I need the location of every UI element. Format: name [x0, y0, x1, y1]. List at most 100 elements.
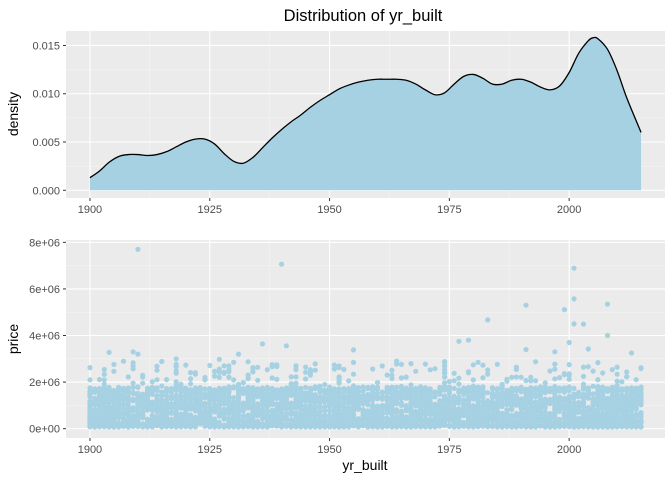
scatter-point	[269, 396, 275, 402]
scatter-point	[470, 385, 476, 391]
scatter-point	[561, 307, 568, 313]
scatter-point	[322, 417, 328, 423]
scatter-point	[303, 384, 309, 390]
scatter-point	[504, 400, 510, 406]
scatter-point	[442, 413, 448, 419]
scatter-point	[509, 412, 515, 418]
scatter-point	[322, 398, 328, 404]
scatter-point	[576, 409, 582, 415]
scatter-point	[461, 387, 467, 393]
scatter-y-tick-label: 6e+06	[29, 284, 60, 296]
scatter-point	[427, 419, 433, 425]
scatter-point	[590, 383, 596, 389]
scatter-point	[499, 381, 505, 387]
scatter-point	[96, 392, 103, 398]
scatter-point	[633, 405, 639, 411]
scatter-point	[389, 385, 395, 391]
scatter-point	[360, 401, 366, 407]
scatter-point	[552, 422, 558, 428]
scatter-point	[552, 361, 558, 367]
scatter-point	[590, 422, 596, 428]
scatter-point	[264, 387, 270, 393]
scatter-point	[92, 401, 98, 407]
scatter-point	[120, 358, 127, 364]
scatter-point	[604, 332, 611, 339]
scatter-point	[475, 423, 481, 429]
scatter-point	[513, 366, 520, 372]
scatter-point	[111, 394, 117, 400]
scatter-point	[298, 402, 304, 408]
scatter-point	[235, 401, 242, 408]
scatter-point	[533, 405, 539, 411]
scatter-point	[240, 386, 246, 392]
density-y-axis-title: density	[5, 92, 21, 136]
scatter-point	[513, 424, 520, 430]
scatter-point	[465, 414, 472, 420]
scatter-point	[135, 246, 141, 252]
scatter-point	[389, 411, 395, 417]
scatter-point	[442, 402, 448, 408]
scatter-point	[557, 388, 563, 394]
scatter-point	[470, 362, 476, 368]
scatter-point	[408, 361, 414, 367]
scatter-point	[322, 387, 328, 393]
scatter-point	[394, 393, 400, 400]
scatter-point	[226, 415, 232, 421]
scatter-point	[279, 386, 285, 392]
scatter-point	[188, 401, 194, 407]
scatter-point	[322, 404, 328, 410]
scatter-point	[442, 409, 448, 415]
scatter-point	[341, 396, 347, 402]
scatter-point	[398, 420, 404, 426]
scatter-point	[557, 408, 563, 414]
scatter-point	[580, 395, 587, 402]
scatter-point	[350, 422, 357, 428]
scatter-point	[87, 420, 93, 426]
scatter-point	[604, 424, 611, 430]
scatter-point	[384, 418, 390, 424]
scatter-point	[144, 385, 151, 391]
scatter-point	[571, 265, 577, 271]
scatter-point	[106, 349, 112, 355]
scatter-point	[537, 384, 544, 390]
scatter-point	[465, 337, 472, 343]
scatter-point	[154, 367, 160, 373]
scatter-point	[264, 423, 270, 429]
scatter-point	[279, 409, 285, 415]
scatter-point	[446, 378, 452, 385]
scatter-point	[288, 411, 294, 417]
scatter-point	[101, 366, 107, 373]
scatter-point	[240, 405, 246, 411]
scatter-point	[432, 402, 438, 408]
scatter-point	[628, 392, 635, 398]
scatter-point	[432, 420, 438, 426]
scatter-point	[159, 392, 165, 399]
scatter-point	[446, 407, 452, 413]
scatter-point	[346, 396, 352, 402]
scatter-point	[173, 370, 179, 376]
scatter-point	[398, 375, 404, 381]
scatter-point	[331, 400, 337, 406]
scatter-point	[173, 361, 179, 367]
scatter-point	[398, 385, 404, 391]
scatter-point	[533, 414, 539, 420]
scatter-point	[298, 407, 304, 413]
scatter-point	[547, 412, 553, 418]
scatter-point	[322, 424, 328, 430]
scatter-point	[489, 392, 496, 398]
scatter-point	[413, 368, 419, 374]
scatter-point	[216, 374, 222, 380]
scatter-point	[509, 374, 515, 380]
scatter-point	[255, 364, 261, 370]
scatter-point	[149, 420, 155, 426]
scatter-point	[269, 375, 275, 381]
scatter-point	[528, 409, 534, 415]
scatter-point	[116, 405, 122, 411]
scatter-point	[370, 366, 376, 372]
scatter-point	[384, 402, 390, 408]
scatter-point	[130, 349, 136, 355]
scatter-point	[231, 377, 237, 383]
scatter-point	[87, 377, 93, 383]
scatter-point	[293, 380, 299, 386]
scatter-point	[293, 393, 299, 399]
